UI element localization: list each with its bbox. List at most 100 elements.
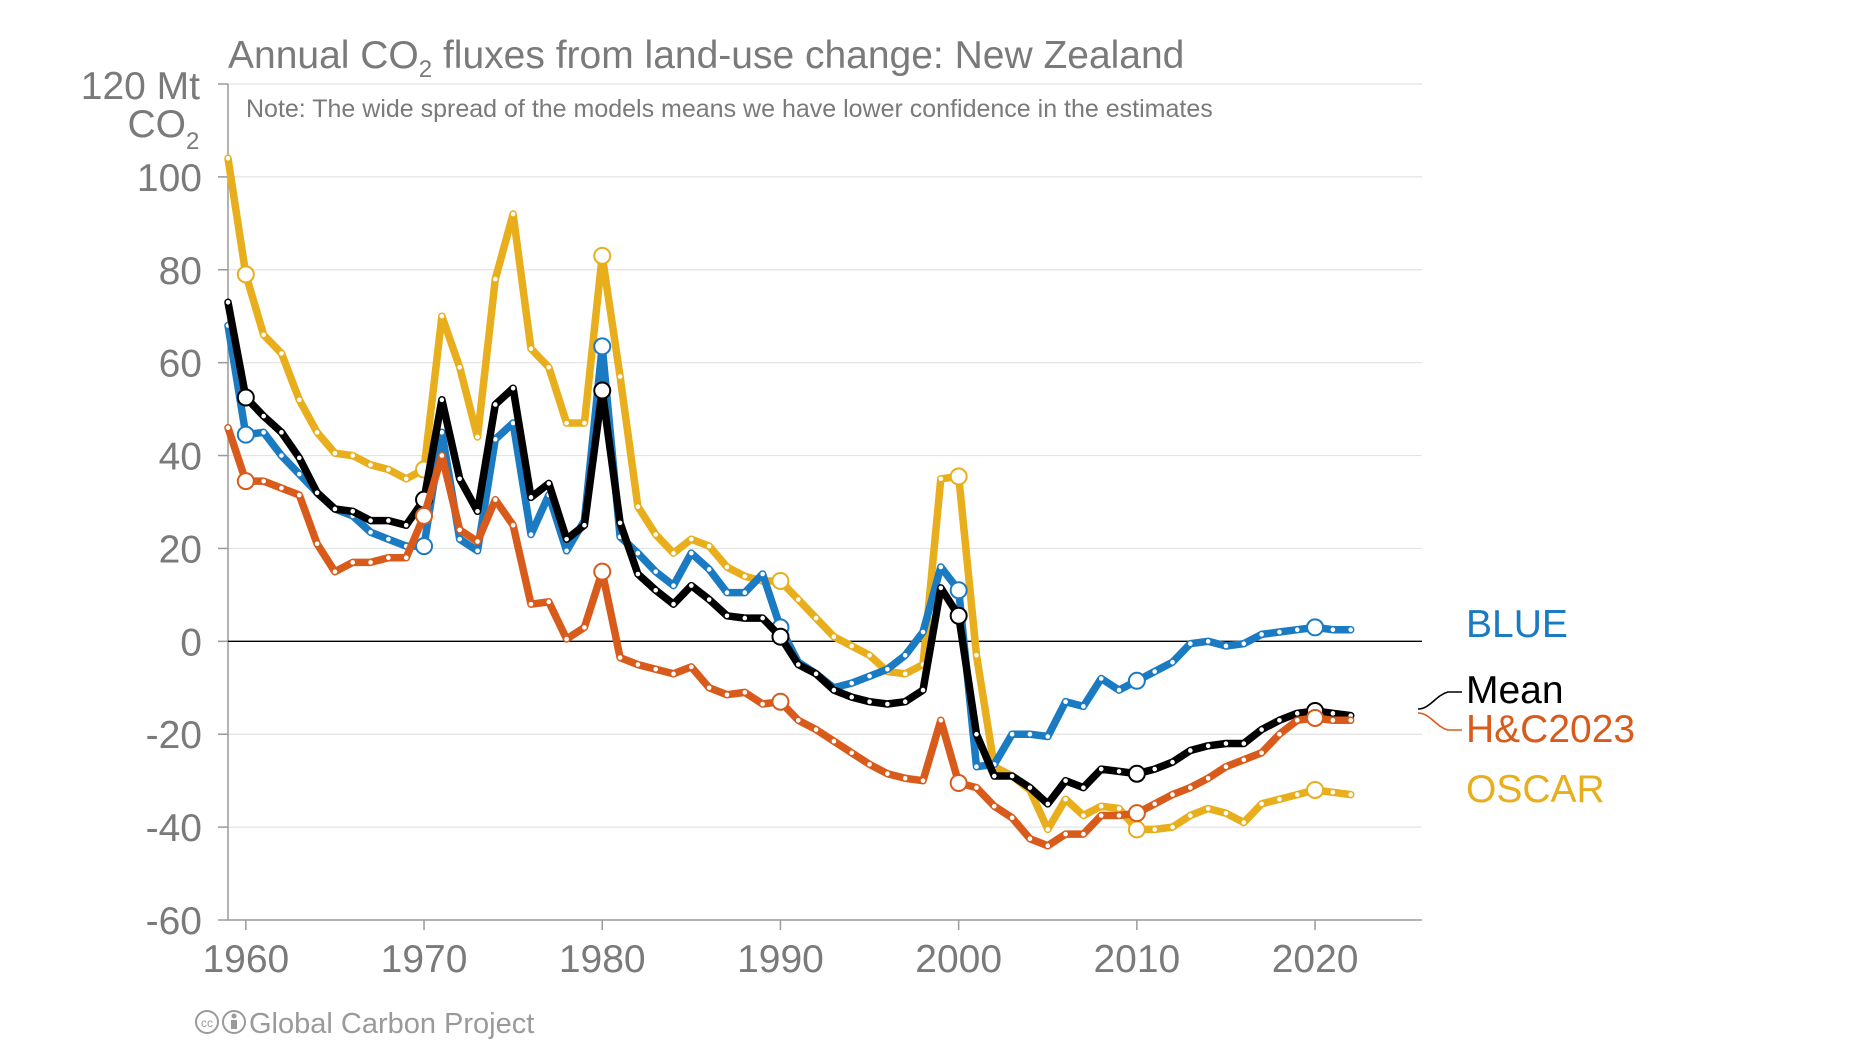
data-point [795,717,801,723]
data-point-highlight [949,467,968,486]
data-point [368,560,373,565]
data-point [849,643,855,649]
data-point [1045,827,1051,832]
data-point [885,666,890,672]
data-point [1009,773,1015,779]
legend-blue: BLUE [1466,603,1568,646]
data-point-highlight [415,537,434,556]
chart-note: Note: The wide spread of the models mean… [246,95,1213,123]
data-point [296,455,302,461]
data-point [1294,717,1300,723]
data-point [510,385,516,391]
data-point [1098,803,1104,809]
x-tick-labels: 1960 1970 1980 1990 2000 2010 2020 [202,938,1358,981]
data-point [867,699,872,705]
data-point [1205,776,1211,781]
data-point [706,597,712,602]
data-point [1063,778,1068,783]
data-point [332,506,338,512]
data-point [439,397,445,403]
data-point-highlight [771,692,790,711]
data-point [617,655,623,660]
data-point [706,567,712,572]
data-point [528,346,534,352]
data-point [653,569,659,574]
data-point [582,420,587,426]
data-point-highlight [415,506,434,525]
data-point-highlight [771,571,790,590]
data-point [1188,813,1193,818]
data-point [314,541,320,547]
data-point [1098,813,1104,818]
data-point [653,587,659,593]
data-point [439,430,445,435]
data-point [1277,629,1282,635]
data-point [564,536,569,542]
chart-title: Annual CO2 fluxes from land-use change: … [228,34,1184,83]
data-point-highlight [771,627,790,646]
data-point [1063,699,1068,705]
data-point [475,508,480,514]
data-point [1294,792,1300,797]
data-point [1330,717,1336,723]
data-point-highlight [1306,708,1325,727]
data-point-highlight [236,265,255,284]
data-point [689,550,694,556]
data-point-highlight [1306,780,1325,799]
data-point [564,548,569,554]
data-point-highlight [1127,671,1146,690]
data-point [546,481,552,486]
data-point [546,365,552,370]
data-point [1188,641,1193,646]
data-point [332,450,338,456]
data-point [724,590,730,595]
y-tick-label: -60 [146,900,202,943]
data-point [1348,792,1354,797]
data-point [403,555,409,561]
data-point [1152,827,1157,832]
data-point [1027,731,1033,737]
data-point [849,680,855,686]
x-tick-label: 1960 [202,938,289,981]
data-point [617,374,623,379]
data-point [279,453,284,458]
x-tick-label: 2020 [1272,938,1359,981]
data-point [1152,766,1157,772]
data-point [1223,764,1229,770]
data-point [457,536,462,542]
data-point [1330,627,1336,633]
data-point [1116,769,1122,774]
data-point [617,520,623,526]
x-tick-label: 1970 [381,938,468,981]
data-point [920,687,926,693]
data-point [671,601,676,607]
data-point [1081,813,1086,818]
y-tick-label: -40 [146,807,202,850]
data-point [457,476,462,482]
data-point [279,430,284,435]
data-point [689,536,694,542]
data-point [1241,757,1247,763]
data-point [350,453,356,458]
data-point [1063,831,1068,837]
data-point [261,430,266,435]
data-point [564,420,569,426]
data-point [296,492,302,498]
data-point [724,564,730,570]
data-point [457,365,462,370]
data-point [902,699,908,705]
data-point [1241,820,1247,825]
data-point [225,425,231,430]
data-point [671,671,676,677]
data-point [1294,711,1300,716]
data-point [1294,627,1300,633]
data-point [528,495,534,500]
data-point [1009,731,1015,737]
data-point [671,550,676,556]
data-point-highlight [949,606,968,625]
data-point [1330,789,1336,795]
data-point [795,597,801,602]
y-tick-label: 40 [159,436,202,479]
data-point [1277,731,1282,737]
